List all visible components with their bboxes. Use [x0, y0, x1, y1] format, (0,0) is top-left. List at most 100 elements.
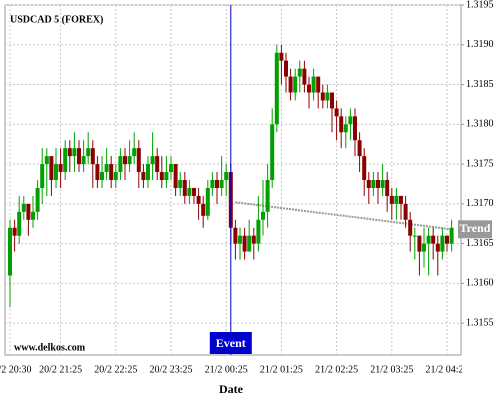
candle-body	[288, 76, 293, 93]
candle-body	[123, 156, 127, 165]
candle-body	[210, 180, 215, 188]
candle-body	[201, 203, 206, 216]
candle-body	[371, 180, 376, 188]
candle-body	[435, 243, 440, 252]
candle-body	[417, 235, 422, 252]
candle-body	[219, 180, 224, 188]
y-tick-label: 1.3155	[466, 317, 494, 328]
watermark: www.delkos.com	[14, 342, 86, 353]
candle-body	[31, 211, 35, 220]
candle-body	[293, 76, 298, 93]
y-tick-label: 1.3170	[466, 198, 494, 209]
chart-title: USDCAD 5 (FOREX)	[10, 14, 103, 25]
candle-body	[196, 195, 201, 204]
candle-body	[380, 180, 385, 188]
candle-body	[95, 164, 100, 180]
candle-body	[233, 227, 238, 244]
candle-body	[215, 180, 219, 188]
candle-body	[325, 92, 330, 101]
candle-body	[408, 219, 413, 236]
candle-body	[118, 156, 123, 173]
candle-body	[242, 235, 247, 252]
candle-body	[8, 227, 12, 276]
candle-body	[173, 164, 178, 188]
candle-body	[376, 180, 380, 188]
candle-body	[357, 140, 362, 157]
candle-body	[146, 164, 150, 180]
y-tick-label: 1.3175	[466, 158, 494, 169]
y-tick-label: 1.3160	[466, 278, 494, 289]
y-tick-label: 1.3180	[466, 119, 494, 130]
event-box	[209, 332, 252, 354]
candle-body	[399, 195, 403, 204]
candle-body	[58, 164, 63, 173]
candle-body	[136, 148, 141, 173]
candle-body	[90, 148, 95, 165]
x-tick-label: 21/2 00:25	[205, 364, 248, 375]
candle-body	[159, 172, 164, 180]
candle-body	[311, 76, 316, 93]
candle-body	[362, 156, 367, 180]
candle-body	[81, 156, 86, 165]
candle-body	[412, 235, 417, 237]
candle-body	[100, 172, 104, 180]
candle-body	[21, 203, 26, 212]
x-tick-label: 20/2 22:25	[94, 364, 137, 375]
candle-body	[150, 156, 155, 165]
candle-body	[270, 124, 275, 180]
candle-body	[224, 172, 229, 180]
candle-body	[63, 148, 68, 173]
candle-body	[251, 235, 256, 244]
candle-body	[77, 148, 81, 165]
candle-body	[109, 164, 114, 180]
candle-body	[422, 243, 426, 252]
candle-body	[49, 156, 54, 180]
candle-body	[12, 227, 17, 236]
candle-body	[104, 164, 109, 173]
x-tick-label: 21/2 04:25	[425, 364, 468, 375]
candle-body	[343, 124, 348, 133]
candle-body	[385, 180, 390, 196]
candle-body	[187, 187, 192, 196]
candle-body	[353, 116, 357, 141]
x-tick-label: 20/2 23:25	[149, 364, 192, 375]
trend-label: Trend	[460, 221, 491, 235]
candle-body	[164, 172, 169, 180]
x-tick-label: 20/2 20:30	[0, 364, 32, 375]
candle-body	[26, 203, 31, 220]
candle-body	[238, 235, 242, 244]
candle-body	[284, 60, 288, 77]
candle-body	[86, 148, 91, 157]
y-tick-label: 1.3190	[466, 39, 494, 50]
candle-body	[403, 203, 408, 220]
candle-body	[35, 187, 40, 212]
candle-body	[44, 156, 49, 165]
candle-body	[54, 164, 58, 180]
candle-body	[256, 219, 261, 244]
y-tick-label: 1.3195	[466, 0, 494, 10]
plot-area	[4, 4, 462, 356]
x-tick-label: 21/2 02:25	[315, 364, 358, 375]
y-tick-label: 1.3165	[466, 238, 494, 249]
candle-body	[394, 195, 399, 204]
x-labels: 20/2 20:30 20/2 21:25 20/2 22:25 20/2 23:25…	[0, 364, 468, 375]
x-tick-label: 21/2 01:25	[260, 364, 303, 375]
candle-body	[40, 164, 45, 188]
candle-body	[127, 156, 132, 165]
candle-body	[366, 180, 371, 188]
candle-body	[316, 76, 321, 93]
candle-body	[440, 235, 445, 252]
candle-body	[265, 180, 270, 212]
candle-body	[132, 148, 137, 157]
candle-body	[426, 235, 431, 244]
candle-body	[431, 235, 436, 244]
candle-body	[449, 227, 454, 244]
candle-body	[274, 52, 279, 125]
candle-body	[320, 92, 325, 101]
candle-body	[307, 84, 311, 93]
candle-body	[302, 68, 307, 85]
candle-body	[348, 116, 353, 125]
trend-box	[458, 220, 492, 239]
candle-body	[17, 211, 22, 236]
